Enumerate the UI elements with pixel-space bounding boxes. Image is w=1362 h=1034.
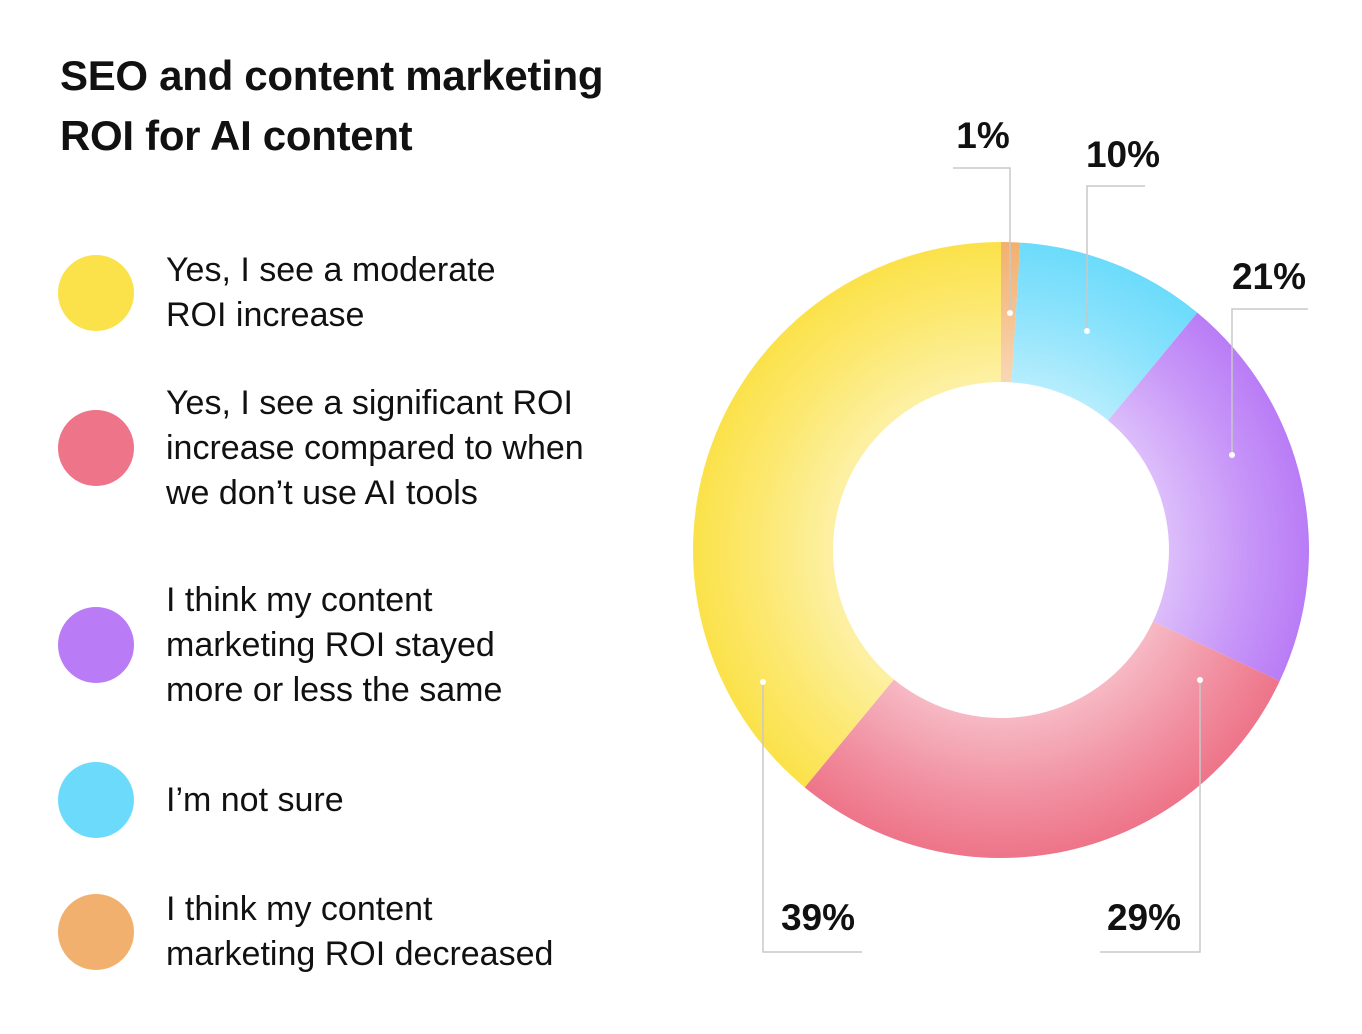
leader-dot — [1084, 328, 1090, 334]
leader-line — [1100, 680, 1201, 953]
legend-swatch — [58, 410, 134, 486]
legend-item: I think my content marketing ROI stayed mo… — [58, 581, 502, 709]
data-label: 29% — [1107, 897, 1181, 938]
leader-line — [1086, 185, 1145, 331]
chart-title: SEO and content marketing ROI for AI con… — [60, 46, 604, 166]
data-label: 10% — [1086, 134, 1160, 175]
legend-label: Yes, I see a moderate ROI increase — [166, 251, 496, 334]
legend-item: Yes, I see a significant ROI increase com… — [58, 384, 584, 512]
legend-label: I think my content marketing ROI stayed mo… — [166, 580, 503, 709]
legend-swatch — [58, 894, 134, 970]
leader-dot — [1197, 677, 1203, 683]
legend-label: I’m not sure — [166, 780, 344, 819]
leader-dot — [760, 679, 766, 685]
donut-slice — [1011, 242, 1198, 421]
data-label: 21% — [1232, 256, 1306, 297]
data-label: 1% — [956, 115, 1009, 156]
legend-label: Yes, I see a significant ROI increase com… — [166, 383, 584, 512]
legend-label: I think my content marketing ROI decrease… — [166, 890, 554, 973]
title-line: SEO and content marketing — [60, 52, 604, 99]
donut-slice — [693, 242, 1001, 788]
legend-item: I think my content marketing ROI decrease… — [58, 890, 553, 973]
legend-swatch — [58, 607, 134, 683]
leader-dot — [1229, 452, 1235, 458]
legend-swatch — [58, 762, 134, 838]
leader-dot — [1007, 310, 1013, 316]
title-line: ROI for AI content — [60, 112, 413, 159]
legend-swatch — [58, 255, 134, 331]
leader-line — [762, 682, 862, 953]
legend-item: Yes, I see a moderate ROI increase — [58, 251, 496, 334]
donut-slice — [1108, 312, 1309, 682]
legend-item: I’m not sure — [58, 762, 344, 838]
leader-line — [1231, 308, 1308, 455]
donut-slice — [804, 621, 1280, 858]
data-label: 39% — [781, 897, 855, 938]
leader-line — [953, 167, 1011, 313]
